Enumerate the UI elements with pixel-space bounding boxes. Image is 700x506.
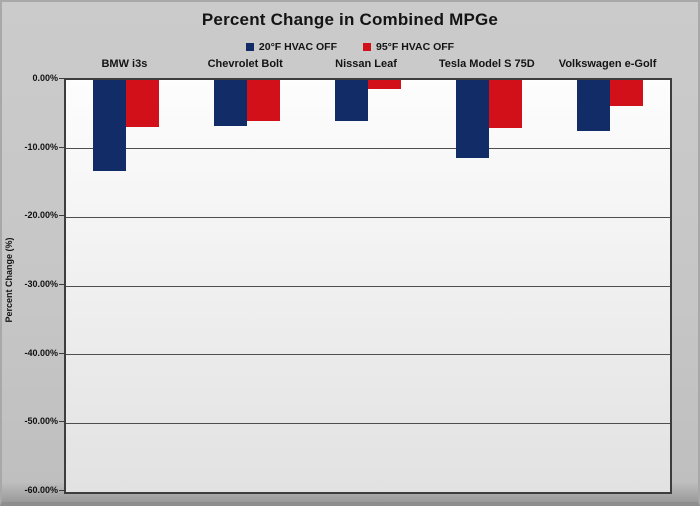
bar-hot-4 bbox=[609, 80, 643, 107]
y-axis-title: Percent Change (%) bbox=[4, 237, 14, 323]
y-tick-mark bbox=[59, 284, 64, 285]
y-tick-mark bbox=[59, 146, 64, 148]
gridline bbox=[66, 422, 670, 424]
y-tick-label: -30.00% bbox=[24, 279, 58, 289]
gridline bbox=[66, 354, 670, 356]
y-tick-label: -40.00% bbox=[24, 347, 58, 358]
category-label: BMW i3s bbox=[101, 58, 148, 70]
chart-title: Percent Change in Combined MPGe bbox=[201, 10, 499, 29]
y-tick-label: -10.00% bbox=[24, 141, 58, 152]
legend-item-1: 95°F HVAC OFF bbox=[363, 41, 454, 53]
legend-swatch-icon bbox=[363, 43, 371, 51]
y-tick-label: -20.00% bbox=[24, 210, 58, 221]
legend-item-0: 20°F HVAC OFF bbox=[245, 41, 337, 53]
y-tick-label: -60.00% bbox=[24, 485, 58, 495]
legend-swatch-icon bbox=[245, 43, 254, 51]
y-tick-label: -50.00% bbox=[24, 416, 58, 427]
category-label: Nissan Leaf bbox=[335, 58, 397, 70]
bar-hot-2 bbox=[368, 80, 401, 89]
bar-hot-1 bbox=[247, 80, 281, 121]
y-tick-mark bbox=[59, 215, 64, 217]
category-label: Chevrolet Bolt bbox=[207, 58, 283, 70]
category-label: Volkswagen e-Golf bbox=[558, 58, 657, 70]
y-tick-mark bbox=[59, 421, 64, 423]
y-tick-mark bbox=[59, 352, 64, 354]
legend: 20°F HVAC OFF 95°F HVAC OFF bbox=[2, 41, 698, 53]
gridline bbox=[66, 216, 670, 218]
bar-cold-1 bbox=[214, 80, 248, 126]
legend-label: 95°F HVAC OFF bbox=[376, 41, 455, 53]
y-tick-label: 0.00% bbox=[32, 73, 58, 83]
legend-label: 20°F HVAC OFF bbox=[258, 41, 337, 53]
bar-cold-3 bbox=[455, 80, 489, 158]
bar-cold-0 bbox=[93, 80, 127, 172]
plot-area bbox=[64, 78, 672, 494]
category-label: Tesla Model S 75D bbox=[438, 58, 535, 70]
gridline bbox=[66, 148, 670, 150]
bar-cold-2 bbox=[335, 80, 368, 121]
bar-hot-0 bbox=[126, 80, 160, 128]
y-tick-mark bbox=[59, 78, 64, 79]
y-tick-mark bbox=[59, 490, 64, 491]
bar-hot-3 bbox=[488, 80, 522, 129]
gridline bbox=[66, 285, 670, 287]
bar-cold-4 bbox=[576, 80, 610, 131]
